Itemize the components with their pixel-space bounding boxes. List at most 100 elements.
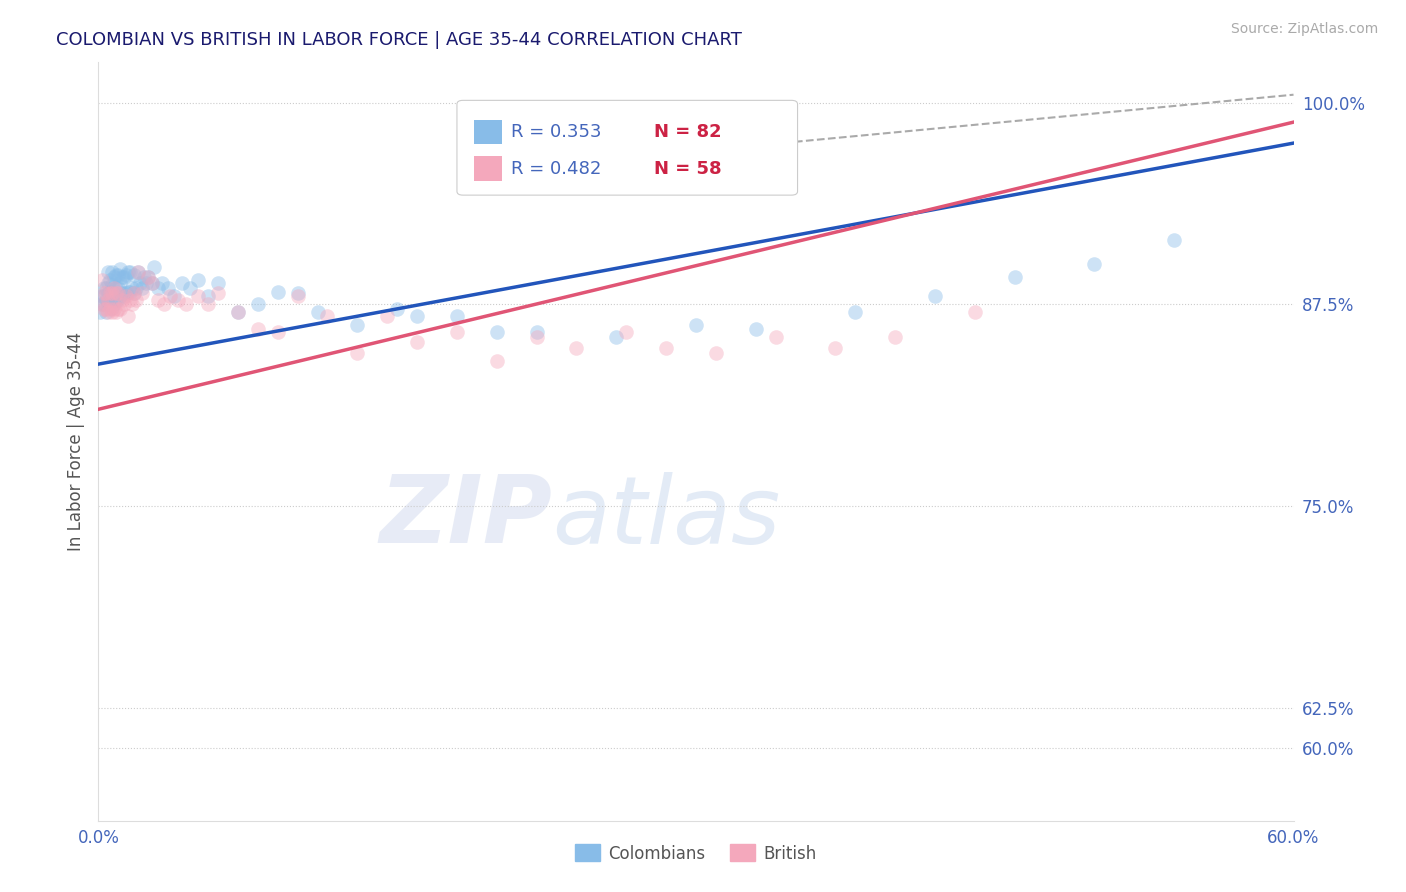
Point: [91, 289, 114, 303]
Point: [143, 260, 166, 275]
Text: R = 0.482: R = 0.482: [510, 160, 602, 178]
Point: [287, 289, 309, 303]
Text: ZIP: ZIP: [380, 471, 553, 564]
Point: [121, 297, 143, 311]
Point: [105, 268, 128, 283]
Point: [127, 265, 149, 279]
Point: [101, 286, 124, 301]
Point: [148, 293, 170, 307]
Point: [98, 273, 122, 287]
Point: [134, 270, 156, 285]
Point: [124, 286, 146, 301]
Point: [91, 297, 114, 311]
Point: [226, 305, 249, 319]
Point: [96, 286, 118, 301]
Point: [110, 277, 132, 291]
Point: [115, 286, 138, 301]
Point: [844, 305, 866, 319]
Point: [226, 305, 249, 319]
Point: [96, 293, 118, 307]
Point: [117, 265, 139, 279]
Point: [526, 329, 548, 343]
Point: [97, 286, 120, 301]
Point: [824, 341, 846, 355]
Point: [120, 265, 142, 279]
Point: [93, 281, 115, 295]
Point: [98, 302, 122, 317]
Point: [1004, 270, 1026, 285]
Point: [105, 281, 128, 295]
Text: R = 0.353: R = 0.353: [510, 123, 602, 141]
Point: [107, 302, 129, 317]
Point: [207, 286, 229, 301]
Point: [97, 305, 120, 319]
Point: [150, 277, 173, 291]
Point: [307, 305, 329, 319]
Point: [105, 305, 128, 319]
Point: [131, 281, 153, 295]
Point: [97, 265, 120, 279]
Point: [406, 334, 429, 349]
Point: [187, 289, 209, 303]
Point: [105, 293, 128, 307]
Point: [110, 302, 132, 317]
Point: [1163, 233, 1185, 247]
Point: [115, 289, 138, 303]
Point: [267, 285, 290, 299]
Point: [316, 309, 339, 323]
Point: [172, 277, 194, 291]
Point: [101, 301, 124, 315]
Point: [179, 281, 201, 295]
Point: [111, 293, 134, 307]
Point: [197, 289, 219, 303]
Point: [105, 286, 128, 301]
Point: [704, 346, 727, 360]
Point: [655, 341, 678, 355]
Point: [125, 281, 148, 295]
Point: [924, 289, 946, 303]
Point: [101, 289, 124, 303]
Point: [765, 329, 787, 343]
FancyBboxPatch shape: [474, 120, 502, 145]
Point: [91, 273, 114, 287]
Point: [103, 297, 125, 311]
Point: [207, 277, 229, 291]
Point: [103, 286, 125, 301]
Point: [117, 285, 139, 299]
Point: [103, 302, 125, 317]
Point: [111, 286, 134, 301]
Point: [107, 293, 129, 307]
Point: [745, 321, 768, 335]
Y-axis label: In Labor Force | Age 35-44: In Labor Force | Age 35-44: [66, 332, 84, 551]
Point: [406, 309, 429, 323]
Point: [96, 305, 118, 319]
Point: [136, 270, 159, 285]
Point: [97, 277, 120, 291]
Point: [446, 325, 468, 339]
Point: [129, 277, 152, 291]
Point: [159, 289, 181, 303]
Point: [120, 293, 142, 307]
Point: [125, 293, 148, 307]
Text: N = 58: N = 58: [654, 160, 721, 178]
Text: atlas: atlas: [553, 472, 780, 563]
FancyBboxPatch shape: [474, 156, 502, 181]
Point: [121, 281, 143, 295]
Point: [107, 286, 129, 301]
Point: [101, 265, 124, 279]
Point: [98, 286, 122, 301]
Point: [287, 286, 309, 301]
Point: [1083, 257, 1105, 271]
Point: [98, 297, 122, 311]
Point: [446, 309, 468, 323]
Point: [112, 289, 135, 303]
Point: [101, 305, 124, 319]
Point: [111, 270, 134, 285]
Point: [963, 305, 986, 319]
Point: [148, 281, 170, 295]
Point: [565, 341, 588, 355]
Point: [107, 281, 129, 295]
Point: [685, 318, 707, 333]
Point: [115, 268, 138, 283]
Point: [174, 297, 197, 311]
